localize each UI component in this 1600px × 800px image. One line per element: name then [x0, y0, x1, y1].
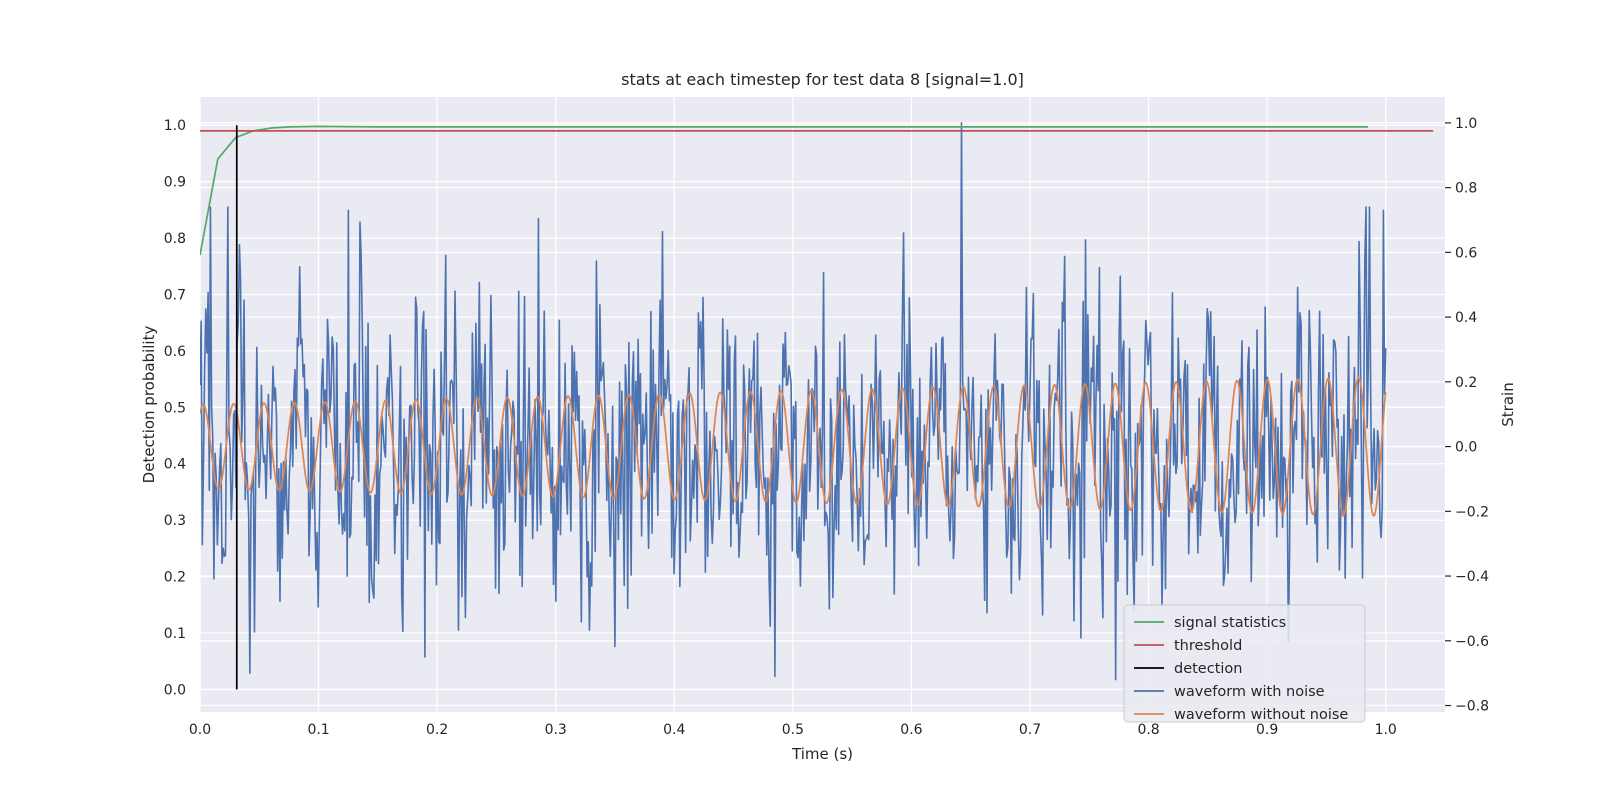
y-tick-label-left: 0.0 [164, 682, 186, 698]
y-axis-label-left: Detection probability [140, 326, 158, 484]
y-tick-label-right: 1.0 [1455, 116, 1477, 132]
y-tick-label-left: 0.2 [164, 570, 186, 586]
y-tick-label-right: −0.4 [1455, 569, 1489, 585]
y-tick-label-left: 1.0 [164, 118, 186, 134]
y-tick-label-left: 0.4 [164, 457, 186, 473]
x-tick-label: 0.3 [545, 722, 567, 738]
y-axis-right: −0.8 −0.6 −0.4 −0.2 0.0 0.2 0.4 0.6 0.8 1.0 [1445, 116, 1489, 715]
y-tick-label-left: 0.1 [164, 626, 186, 642]
y-tick-label-left: 0.7 [164, 287, 186, 303]
y-tick-label-right: −0.2 [1455, 504, 1489, 520]
series-waveform-without-noise [200, 376, 1387, 517]
y-tick-label-right: 0.8 [1455, 181, 1477, 197]
x-tick-label: 0.1 [307, 722, 329, 738]
y-tick-label-left: 0.3 [164, 513, 186, 529]
chart-title: stats at each timestep for test data 8 [… [621, 70, 1024, 89]
x-tick-label: 0.2 [426, 722, 448, 738]
x-tick-label: 0.6 [900, 722, 922, 738]
series-waveform-with-noise [200, 122, 1387, 681]
legend-entry: threshold [1174, 638, 1242, 654]
legend-entry: waveform with noise [1174, 684, 1325, 700]
y-axis-left: 0.0 0.1 0.2 0.3 0.4 0.5 0.6 0.7 0.8 0.9 1.0 [164, 118, 186, 698]
x-tick-label: 0.9 [1256, 722, 1278, 738]
series-layer [200, 122, 1434, 690]
y-tick-label-right: 0.4 [1455, 310, 1477, 326]
y-tick-label-left: 0.8 [164, 231, 186, 247]
y-tick-label-right: −0.6 [1455, 634, 1489, 650]
x-axis-label: Time (s) [791, 745, 853, 763]
y-tick-label-left: 0.6 [164, 344, 186, 360]
legend-entry: detection [1174, 661, 1242, 677]
x-tick-label: 0.7 [1019, 722, 1041, 738]
x-tick-label: 0.4 [663, 722, 685, 738]
y-tick-label-left: 0.5 [164, 400, 186, 416]
series-signal-statistics [200, 125, 1368, 256]
y-tick-label-left: 0.9 [164, 175, 186, 191]
x-axis: 0.0 0.1 0.2 0.3 0.4 0.5 0.6 0.7 0.8 0.9 1.0 [189, 722, 1397, 738]
x-tick-label: 0.0 [189, 722, 211, 738]
legend-box [1123, 604, 1366, 723]
y-axis-label-right: Strain [1499, 382, 1517, 426]
legend-entry: signal statistics [1174, 615, 1286, 631]
y-tick-label-right: 0.6 [1455, 245, 1477, 261]
x-tick-label: 0.5 [782, 722, 804, 738]
y-tick-label-right: 0.2 [1455, 375, 1477, 391]
y-tick-label-right: −0.8 [1455, 699, 1489, 715]
x-tick-label: 0.8 [1137, 722, 1159, 738]
y-tick-label-right: 0.0 [1455, 440, 1477, 456]
legend: signal statistics threshold detection wavef… [1123, 604, 1366, 723]
x-tick-label: 1.0 [1375, 722, 1397, 738]
legend-entry: waveform without noise [1174, 707, 1348, 723]
